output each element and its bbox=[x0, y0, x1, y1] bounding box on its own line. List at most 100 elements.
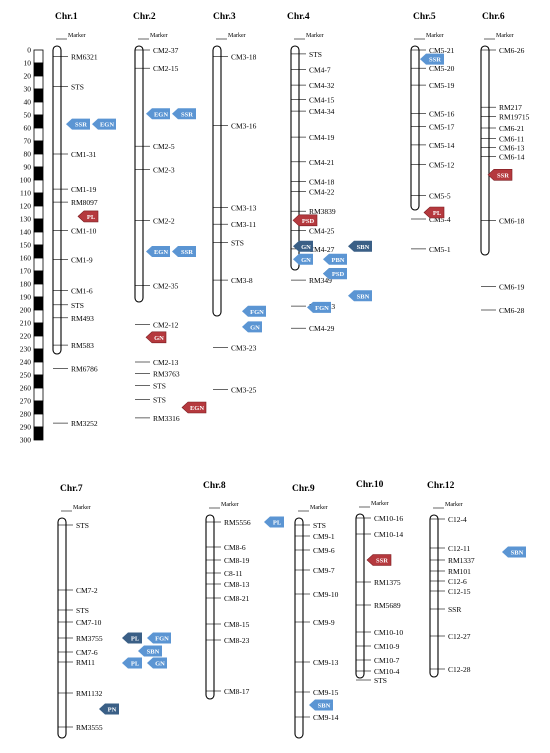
marker-label: C8-11 bbox=[224, 569, 243, 578]
scale-segment bbox=[33, 205, 44, 220]
marker-label: CM4-19 bbox=[309, 133, 335, 142]
trait-tag: EGN bbox=[92, 118, 116, 130]
trait-tag: SSR bbox=[487, 169, 513, 181]
marker-label: CM3-25 bbox=[231, 385, 257, 394]
marker-label: CM4-32 bbox=[309, 81, 335, 90]
marker-label: RM1375 bbox=[374, 578, 401, 587]
scale-tick-label: 270 bbox=[20, 397, 32, 406]
scale-segment bbox=[33, 62, 44, 77]
marker-label: CM9-13 bbox=[313, 658, 339, 667]
trait-tag-shape bbox=[323, 253, 347, 265]
trait-tag-label: FGN bbox=[155, 636, 169, 643]
trait-tag: GN bbox=[147, 657, 167, 669]
scale-segment bbox=[33, 309, 44, 324]
scale-tick-label: 260 bbox=[20, 384, 32, 393]
scale-segment bbox=[33, 244, 44, 259]
scale-tick-label: 60 bbox=[24, 124, 32, 133]
chromosome-chr12: Chr.12MarkerC12-4C12-11RM1337RM101C12-6C… bbox=[427, 481, 526, 678]
marker-label: CM8-15 bbox=[224, 620, 250, 629]
trait-tag: EGN bbox=[146, 246, 170, 257]
chromosome-bar bbox=[205, 514, 215, 700]
marker-label: CM1-31 bbox=[71, 150, 97, 159]
marker-label: CM2-35 bbox=[153, 281, 179, 290]
scale-segment bbox=[33, 400, 44, 415]
scale-tick-label: 80 bbox=[24, 150, 32, 159]
trait-tag: SBN bbox=[309, 699, 333, 711]
scale-tick-label: 10 bbox=[24, 59, 32, 68]
marker-label: CM10-7 bbox=[374, 656, 400, 665]
scale-segment bbox=[33, 361, 44, 376]
scale-segment bbox=[33, 231, 44, 246]
marker-label: RM3555 bbox=[76, 723, 103, 732]
trait-tag-label: FGN bbox=[250, 309, 264, 316]
marker-label: STS bbox=[309, 50, 322, 59]
marker-label: CM1-10 bbox=[71, 227, 97, 236]
chromosome-title: Chr.9 bbox=[292, 484, 315, 494]
marker-label: CM3-8 bbox=[231, 276, 253, 285]
trait-tag: GN bbox=[293, 240, 313, 252]
marker-header: Marker bbox=[310, 505, 328, 511]
trait-tag-label: PL bbox=[433, 210, 442, 217]
chromosome-chr7: Chr.7MarkerSTSCM7-2STSCM7-10RM3755CM7-6R… bbox=[57, 484, 171, 739]
trait-tag: GN bbox=[242, 321, 262, 333]
scale-segment bbox=[33, 153, 44, 168]
trait-tag-shape bbox=[292, 214, 318, 227]
marker-label: RM6321 bbox=[71, 53, 98, 62]
trait-tag-shape bbox=[147, 657, 167, 669]
marker-label: C12-11 bbox=[448, 544, 470, 553]
marker-label: CM9-1 bbox=[313, 532, 335, 541]
marker-label: RM3839 bbox=[309, 207, 336, 216]
chromosome-title: Chr.12 bbox=[427, 481, 455, 491]
marker-label: RM3316 bbox=[153, 414, 180, 423]
marker-label: CM10-9 bbox=[374, 642, 400, 651]
trait-tag: GN bbox=[145, 331, 167, 344]
marker-header: Marker bbox=[306, 33, 324, 39]
marker-label: RM8097 bbox=[71, 198, 98, 207]
marker-label: CM6-14 bbox=[499, 153, 525, 162]
trait-tag-shape bbox=[122, 632, 142, 644]
trait-tag-shape bbox=[99, 703, 119, 715]
chromosome-bar bbox=[410, 45, 420, 211]
scale-tick-label: 110 bbox=[20, 189, 31, 198]
scale-segment bbox=[33, 218, 44, 233]
scale-segment bbox=[33, 426, 44, 441]
scale-tick-label: 20 bbox=[24, 72, 32, 81]
marker-label: CM10-4 bbox=[374, 667, 400, 676]
scale-segment bbox=[33, 257, 44, 272]
marker-label: CM5-20 bbox=[429, 64, 455, 73]
trait-tag: FGN bbox=[147, 632, 171, 644]
marker-label: RM349 bbox=[309, 276, 332, 285]
trait-tag-shape bbox=[172, 246, 196, 257]
trait-tag: PSD bbox=[292, 214, 318, 227]
marker-label: CM9-6 bbox=[313, 546, 335, 555]
marker-label: CM3-16 bbox=[231, 121, 257, 130]
marker-label: CM10-14 bbox=[374, 530, 403, 539]
scale-segment bbox=[33, 75, 44, 90]
trait-tag-label: SSR bbox=[429, 57, 441, 64]
marker-label: RM1337 bbox=[448, 556, 475, 565]
marker-label: RM11 bbox=[76, 658, 95, 667]
trait-tag-shape bbox=[242, 305, 266, 317]
chromosome-group: Chr.1 Marker RM6321 STS CM1-31 CM1-19 RM8097 CM… bbox=[52, 12, 530, 739]
scale-tick-label: 90 bbox=[24, 163, 32, 172]
trait-tag-shape bbox=[77, 210, 99, 223]
marker-label: CM8-19 bbox=[224, 556, 250, 565]
chromosome-title: Chr.1 bbox=[55, 12, 78, 22]
marker-label: CM4-18 bbox=[309, 177, 335, 186]
scale-tick-label: 180 bbox=[20, 280, 32, 289]
trait-tag: PL bbox=[423, 206, 445, 219]
trait-tag-shape bbox=[420, 53, 444, 65]
trait-tag: SSR bbox=[172, 246, 196, 257]
chromosome-chr10: Chr.10 Marker CM10-16 CM10-14 RM1375 RM5689 CM… bbox=[355, 480, 403, 685]
trait-tag-label: GN bbox=[155, 661, 165, 668]
chromosome-chr4: Chr.4 Marker STS CM4-7 CM4-32 CM4-15 CM4-34 CM4… bbox=[287, 12, 372, 333]
marker-label: CM6-11 bbox=[499, 134, 524, 143]
trait-tag: PN bbox=[99, 703, 119, 715]
marker-label: CM5-19 bbox=[429, 81, 455, 90]
trait-tag-label: PL bbox=[131, 636, 140, 643]
marker-label: CM2-2 bbox=[153, 216, 175, 225]
trait-tag: SSR bbox=[420, 53, 444, 65]
marker-header: Marker bbox=[426, 33, 444, 39]
chromosome-chr3: Chr.3 Marker CM3-18 CM3-16 CM3-13 CM3-11 STS CM… bbox=[212, 12, 266, 394]
marker-label: CM2-13 bbox=[153, 358, 179, 367]
